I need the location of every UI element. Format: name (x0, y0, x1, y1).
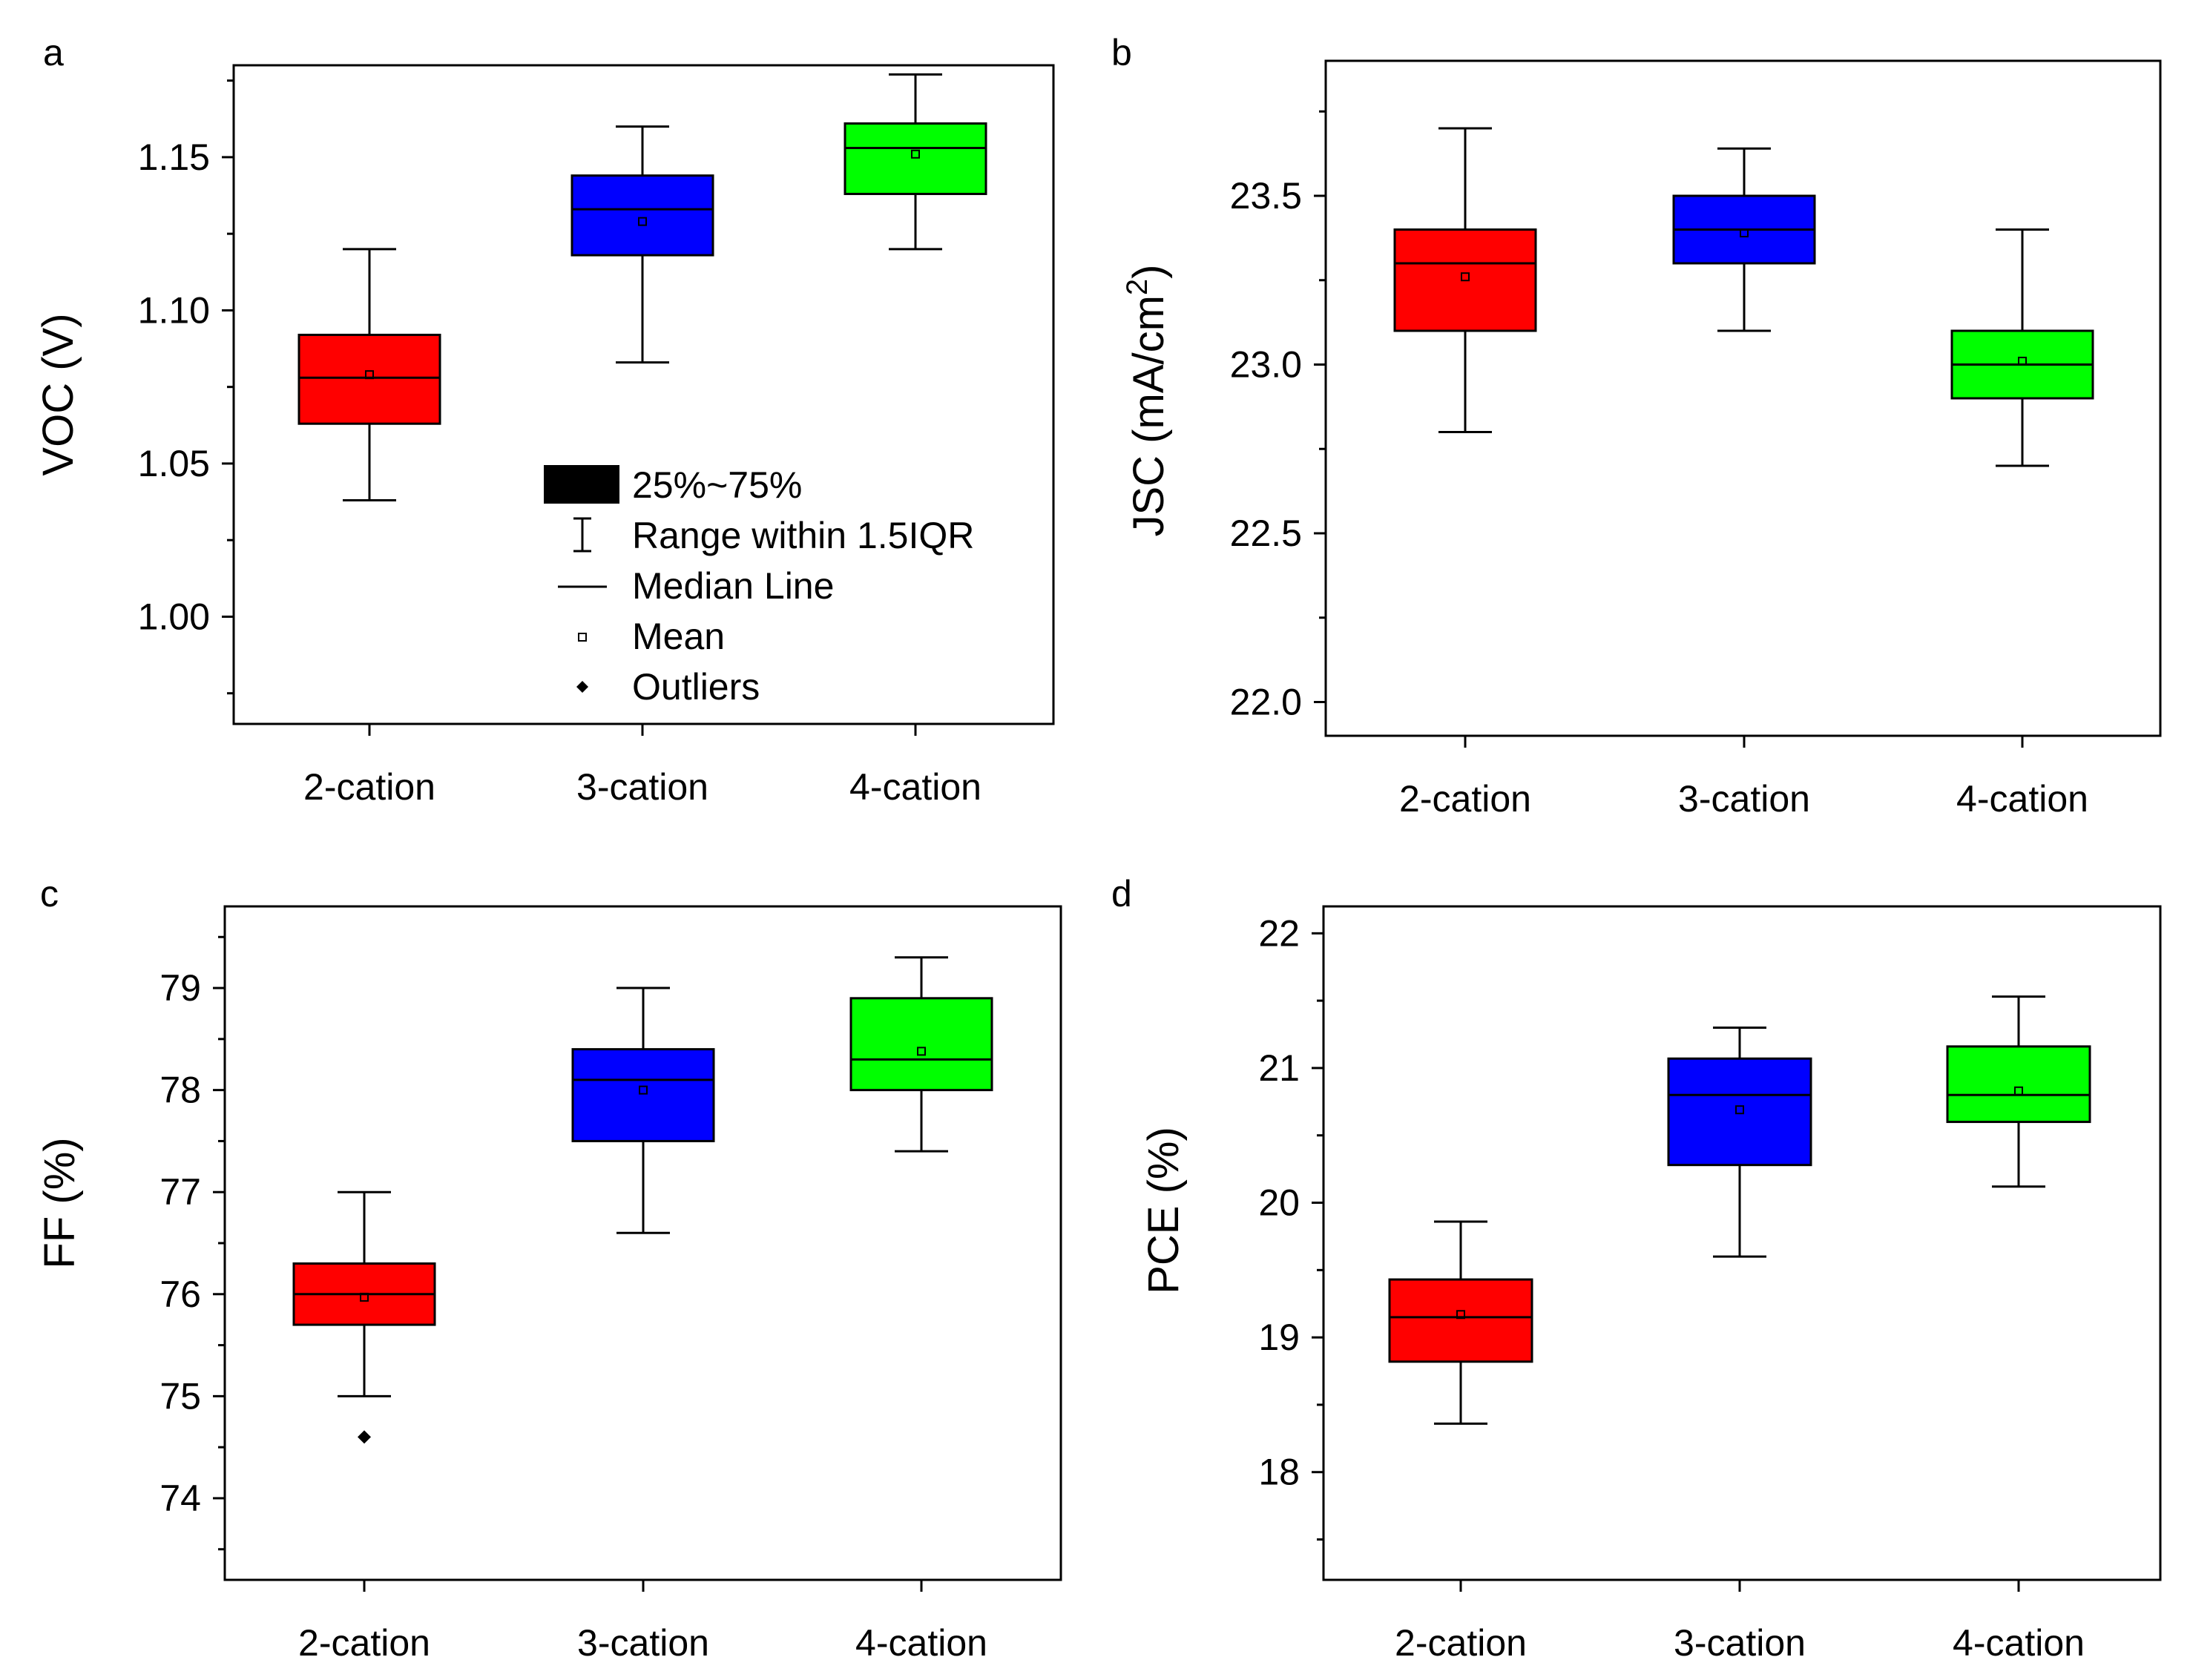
box-3-cation (1672, 147, 1816, 332)
y-tick-label: 77 (160, 1171, 201, 1213)
mean-marker (917, 1047, 926, 1056)
x-tick-label: 2-cation (1395, 1622, 1527, 1664)
box-2-cation (1388, 1220, 1533, 1425)
plot-frame (1322, 905, 2162, 1581)
box-2-cation (292, 1190, 436, 1444)
iqr-box (570, 174, 714, 257)
panel-letter: c (40, 873, 59, 915)
mean-marker (911, 149, 920, 159)
y-tick-label: 23.0 (1230, 344, 1302, 386)
y-tick-label: 22 (1258, 912, 1300, 954)
y-axis-label-superscript: 2 (1121, 279, 1154, 295)
mean-marker (638, 217, 647, 226)
x-tick-label: 3-cation (1674, 1622, 1806, 1664)
legend-label: Median Line (632, 565, 834, 607)
iqr-box (849, 997, 993, 1092)
y-axis-label-text: FF (%) (36, 1137, 84, 1268)
x-tick-label: 2-cation (298, 1622, 430, 1664)
y-tick-label: 23.5 (1230, 175, 1302, 217)
y-tick-label: 75 (160, 1375, 201, 1417)
panel-d: d 18 19 20 21 22 PCE (%) 2-cation 3-cation 4-cati… (1111, 873, 2162, 1664)
y-tick-label: 21 (1258, 1047, 1300, 1089)
outlier-marker (358, 1430, 371, 1444)
x-tick-label: 3-cation (577, 1622, 709, 1664)
mean-marker (1740, 228, 1749, 238)
legend-label: Range within 1.5IQR (632, 515, 974, 556)
y-tick-label: 22.5 (1230, 513, 1302, 554)
legend-item-diamond: Outliers (576, 666, 760, 708)
box-4-cation (1950, 228, 2094, 467)
panel-letter: a (43, 32, 64, 73)
y-tick-label: 18 (1258, 1452, 1300, 1493)
legend: 25%~75% Range within 1.5IQR Median Line Mea… (544, 464, 974, 708)
legend-label: Mean (632, 616, 725, 657)
y-tick-label: 74 (160, 1478, 201, 1519)
y-tick-label: 1.10 (138, 289, 210, 331)
iqr-box (1388, 1278, 1533, 1363)
legend-item-whisker: Range within 1.5IQR (573, 515, 974, 556)
mean-marker (360, 1292, 369, 1302)
x-tick-label: 2-cation (303, 766, 435, 808)
mean-marker (2014, 1086, 2023, 1096)
legend-item-line: Median Line (558, 565, 834, 607)
x-tick-label: 4-cation (855, 1622, 987, 1664)
iqr-box (844, 122, 987, 195)
iqr-box (571, 1048, 715, 1142)
box-3-cation (571, 986, 715, 1234)
x-tick-label: 3-cation (576, 766, 708, 808)
y-tick-label: 1.15 (138, 136, 210, 178)
box-3-cation (570, 125, 714, 364)
y-tick-label: 78 (160, 1070, 201, 1111)
y-axis-label: PCE (%) (1140, 1127, 1188, 1294)
mean-marker (2018, 356, 2027, 366)
box-3-cation (1667, 1026, 1812, 1258)
x-tick-label: 3-cation (1678, 778, 1810, 820)
legend-box-swatch (544, 465, 619, 504)
panel-c: c 74 75 76 77 78 79 FF (%) 2-cation 3-cation 4-cat… (36, 873, 1062, 1664)
iqr-box (1946, 1045, 2091, 1124)
mean-marker (639, 1085, 648, 1095)
panel-letter: d (1111, 873, 1132, 915)
x-tick-label: 4-cation (849, 766, 981, 808)
y-tick-label: 1.00 (138, 596, 210, 637)
mean-marker (1735, 1105, 1744, 1115)
legend-outlier-icon (576, 681, 588, 693)
box-4-cation (849, 956, 993, 1153)
y-axis-label: JSC (mA/cm2) (1121, 264, 1173, 536)
y-tick-label: 19 (1258, 1317, 1300, 1358)
mean-marker (1461, 272, 1470, 282)
x-tick-label: 2-cation (1399, 778, 1531, 820)
y-axis-label-close: ) (1125, 264, 1173, 278)
box-4-cation (1946, 995, 2091, 1188)
y-tick-label: 1.05 (138, 443, 210, 484)
y-axis-label: FF (%) (36, 1137, 84, 1268)
iqr-box (297, 333, 441, 425)
x-tick-label: 4-cation (1956, 778, 2088, 820)
legend-label: 25%~75% (632, 464, 802, 506)
y-tick-label: 20 (1258, 1182, 1300, 1224)
y-axis-label-text: JSC (mA/cm (1125, 295, 1173, 536)
x-tick-label: 4-cation (1953, 1622, 2085, 1664)
iqr-box (1667, 1057, 1812, 1167)
y-axis-label-text: VOC (V) (34, 313, 82, 475)
y-tick-label: 79 (160, 967, 201, 1009)
mean-marker (365, 370, 374, 380)
mean-marker (1456, 1310, 1465, 1320)
y-axis-label: VOC (V) (34, 313, 82, 475)
legend-item-square: Mean (578, 616, 725, 657)
y-axis-label-text: PCE (%) (1140, 1127, 1188, 1294)
legend-label: Outliers (632, 666, 760, 708)
legend-item-box: 25%~75% (544, 464, 802, 506)
panel-b: b 22.0 22.5 23.0 23.5 JSC (mA/cm2) 2-cation 3-c… (1111, 32, 2162, 820)
box-4-cation (844, 73, 987, 251)
legend-mean-icon (578, 633, 587, 642)
box-2-cation (297, 248, 441, 501)
panel-letter: b (1111, 32, 1132, 73)
y-tick-label: 76 (160, 1274, 201, 1315)
y-tick-label: 22.0 (1230, 682, 1302, 723)
panel-a: a 1.00 1.05 1.10 1.15 VOC (V) 2-cation 3-cation… (34, 32, 1055, 808)
box-2-cation (1393, 127, 1537, 433)
